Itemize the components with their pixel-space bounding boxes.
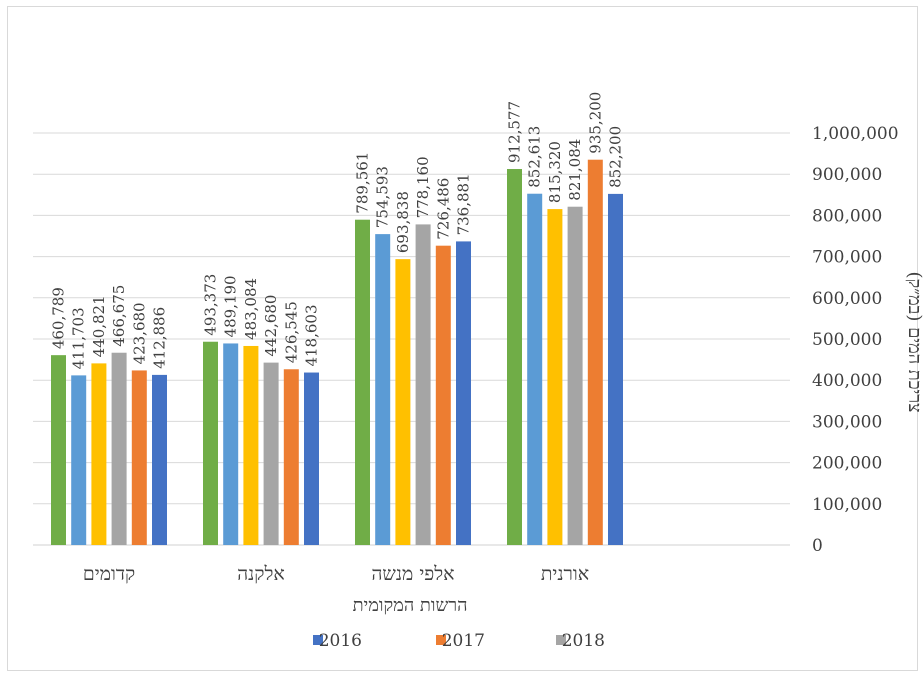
data-label: 460,789 (50, 287, 68, 349)
x-category-label: אורנית (541, 563, 589, 585)
y-tick-label: 800,000 (812, 206, 882, 226)
bar (527, 193, 543, 545)
y-tick-label: 500,000 (812, 330, 882, 350)
data-label: 493,373 (202, 274, 220, 336)
data-label: 789,561 (354, 152, 372, 214)
data-label: 852,613 (526, 126, 544, 188)
bar (71, 375, 87, 545)
bar (395, 259, 411, 545)
x-category-label: אלפי מנשה (371, 563, 454, 585)
bar (51, 355, 66, 545)
data-label: 426,545 (282, 301, 300, 363)
data-labels: 460,789 411,703 440,821 466,675 423,680 412,8… (50, 92, 625, 370)
data-label: 736,881 (455, 173, 473, 235)
data-label: 754,593 (374, 166, 392, 228)
bar (375, 234, 391, 546)
bar (435, 245, 451, 545)
data-label: 411,703 (70, 307, 88, 369)
data-label: 935,200 (586, 92, 604, 154)
bar (131, 370, 147, 545)
bar (111, 352, 127, 545)
bar (567, 206, 583, 546)
y-tick-label: 400,000 (812, 371, 882, 391)
y-tick-label: 1,000,000 (812, 124, 899, 144)
bar (203, 341, 218, 545)
data-label: 726,486 (434, 178, 452, 240)
data-label: 418,603 (303, 305, 321, 367)
bar (355, 219, 370, 545)
bar (507, 169, 522, 545)
legend-label: 2017 (442, 631, 485, 651)
bar (304, 372, 319, 545)
bars (51, 159, 623, 546)
bar (263, 362, 279, 545)
bar (152, 374, 167, 545)
legend-label: 2018 (562, 631, 605, 651)
legend-swatch (313, 635, 323, 645)
bar (223, 343, 239, 545)
data-label: 693,838 (394, 191, 412, 253)
data-label: 821,084 (566, 139, 584, 201)
y-axis-title: צריכת המים (במ״ק) (904, 271, 924, 412)
y-tick-label: 200,000 (812, 454, 882, 474)
data-label: 778,160 (414, 156, 432, 218)
x-category-label: אלקנה (237, 563, 285, 585)
legend-swatch (556, 635, 566, 645)
data-label: 423,680 (130, 302, 148, 364)
data-label: 412,886 (151, 307, 169, 369)
data-label: 815,320 (546, 141, 564, 203)
bar (243, 345, 259, 545)
bar (587, 159, 603, 545)
bar (608, 193, 623, 545)
y-tick-label: 100,000 (812, 495, 882, 515)
data-label: 483,084 (242, 278, 260, 340)
data-label: 489,190 (222, 275, 240, 337)
legend-swatch (436, 635, 446, 645)
y-tick-label: 900,000 (812, 165, 882, 185)
bar (91, 363, 107, 545)
y-tick-label: 300,000 (812, 412, 882, 432)
y-tick-label: 0 (812, 536, 823, 556)
y-tick-label: 700,000 (812, 248, 882, 268)
legend-label: 2016 (319, 631, 362, 651)
bar (456, 241, 471, 545)
x-axis-categories: קדומים אלקנה אלפי מנשה אורנית (83, 563, 589, 585)
x-category-label: קדומים (83, 563, 135, 585)
bar (415, 224, 431, 546)
x-axis-title: הרשות המקומית (353, 595, 468, 616)
data-label: 912,577 (506, 101, 524, 163)
data-label: 852,200 (607, 126, 625, 188)
bar (547, 209, 563, 545)
data-label: 440,821 (90, 295, 108, 357)
bar (283, 369, 299, 545)
y-tick-label: 600,000 (812, 289, 882, 309)
data-label: 442,680 (262, 295, 280, 357)
y-axis-ticks: 0 100,000 200,000 300,000 400,000 500,000 600,… (812, 124, 899, 556)
legend: 2016 2017 2018 (313, 631, 605, 651)
data-label: 466,675 (110, 285, 128, 347)
